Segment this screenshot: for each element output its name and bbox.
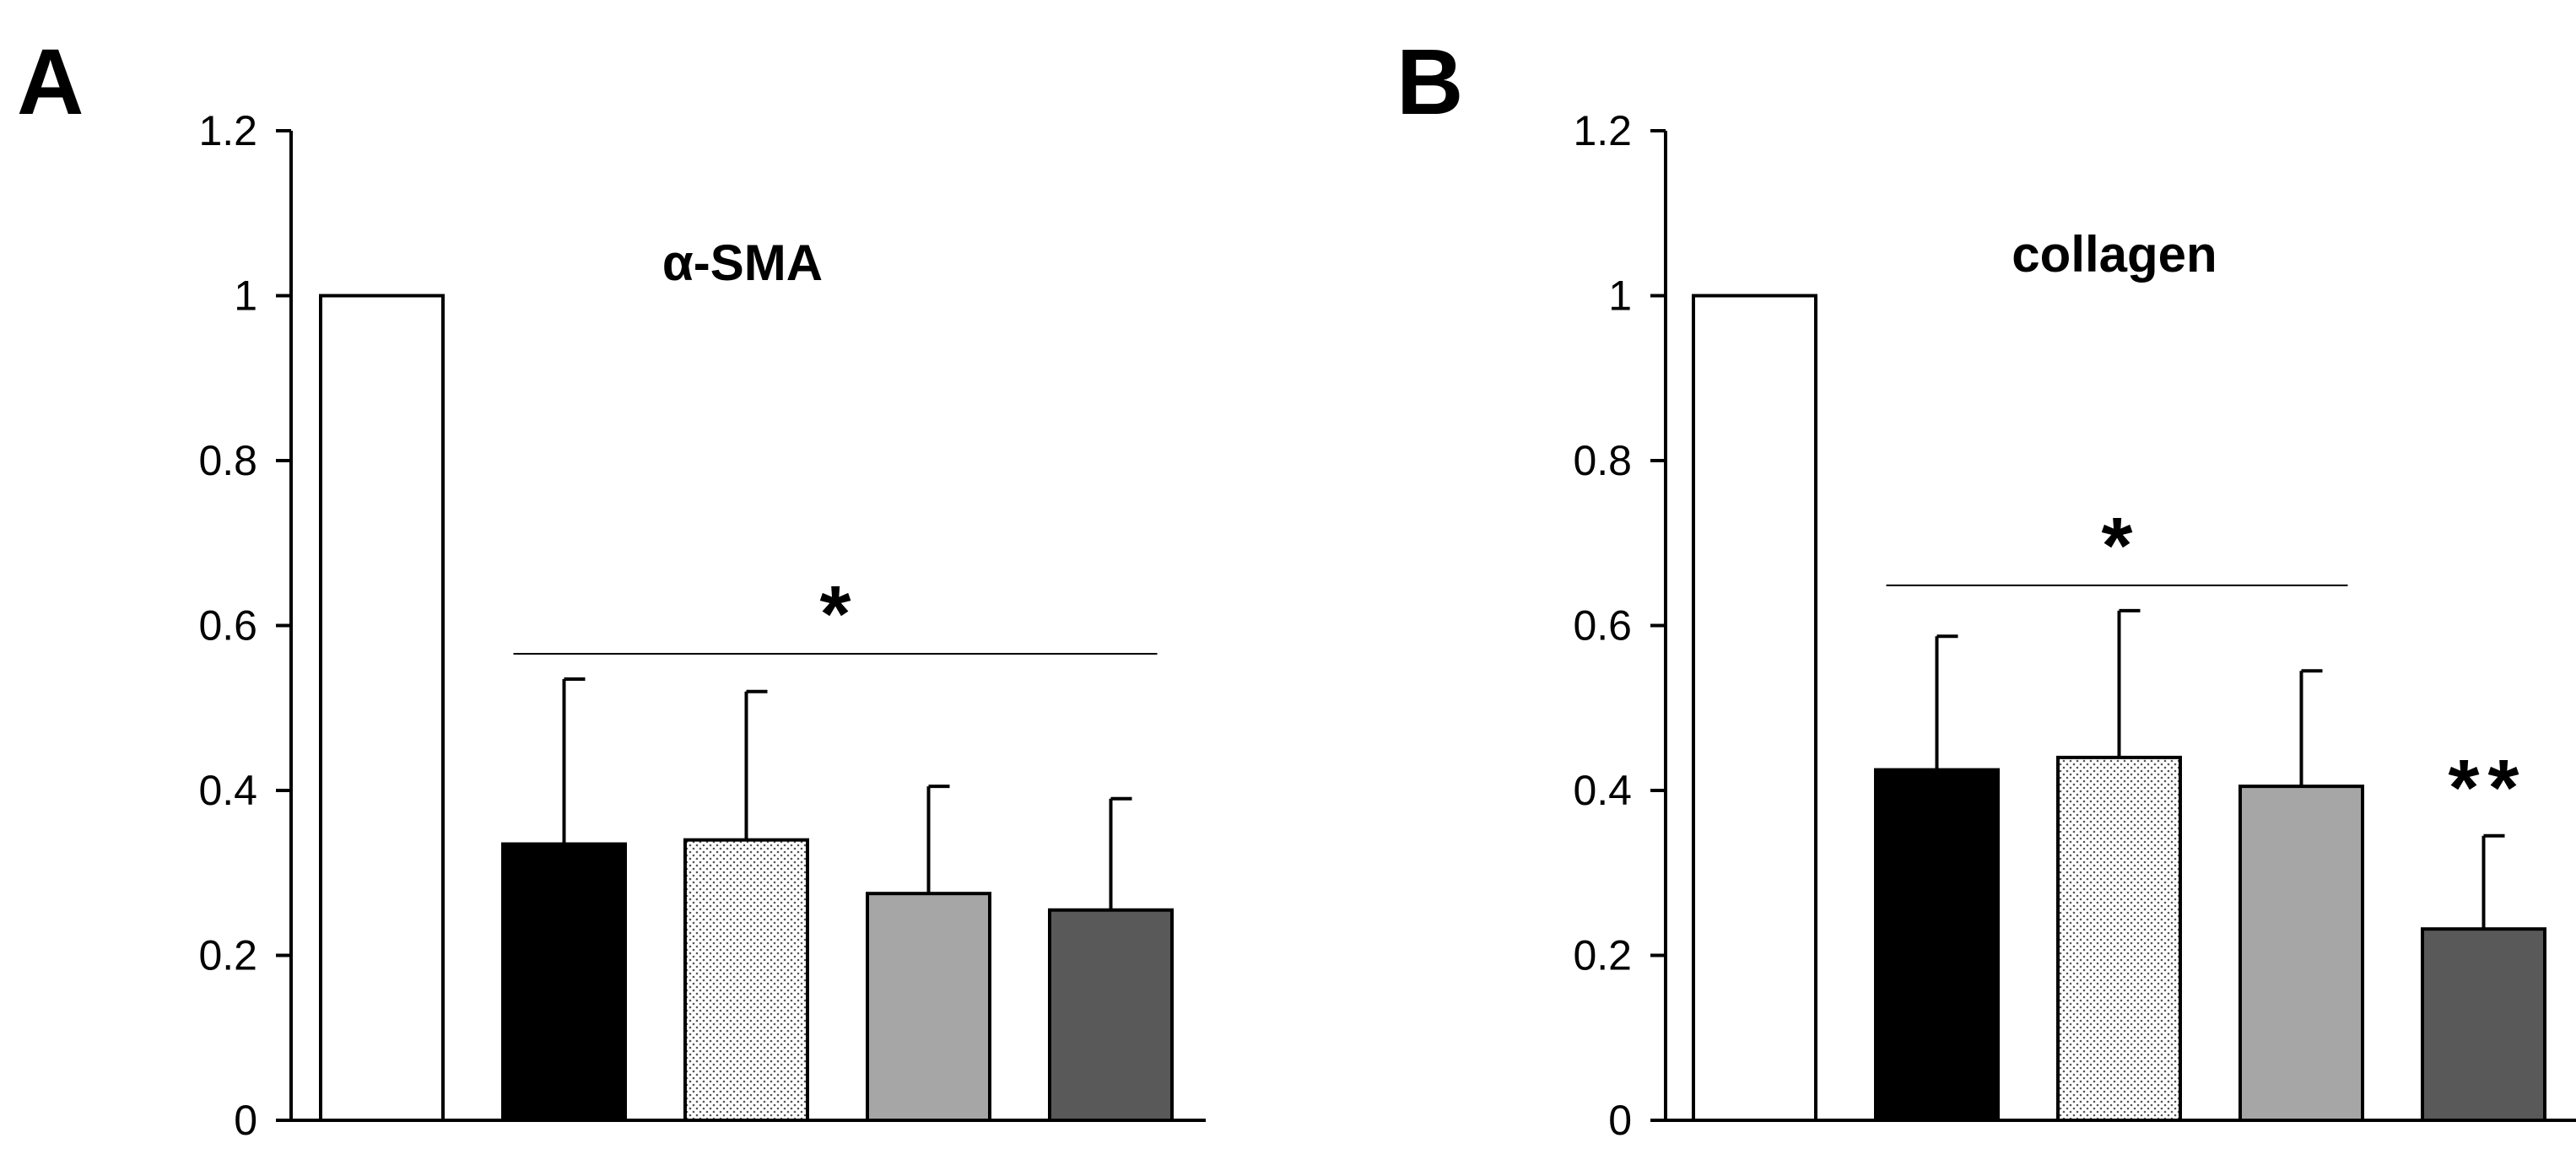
y-tick-label: 0.6 xyxy=(1573,602,1632,650)
y-tick-label: 1.2 xyxy=(198,107,257,154)
bars xyxy=(1692,294,2546,1123)
bar-1 xyxy=(1692,294,1817,1122)
significance-marks: * xyxy=(513,569,1158,659)
y-tick-label: 1.2 xyxy=(1573,107,1632,154)
bar-3 xyxy=(2056,755,2182,1123)
bar-4 xyxy=(866,892,991,1122)
bar-2 xyxy=(1874,768,2000,1122)
y-tick-label: 0 xyxy=(1608,1097,1632,1144)
y-tick-label: 0.8 xyxy=(1573,437,1632,484)
chart-panel-b: B collagen 00.20.40.60.811.2 *** xyxy=(1396,30,2576,1144)
bar-4 xyxy=(2238,785,2364,1122)
significance-marks: *** xyxy=(1886,501,2528,833)
bar-1 xyxy=(319,294,445,1122)
bars xyxy=(319,294,1174,1123)
significance-label: * xyxy=(2102,501,2133,591)
y-tick-label: 0.8 xyxy=(198,437,257,484)
panel-label: B xyxy=(1396,30,1463,134)
panel-label: A xyxy=(17,30,84,134)
bar-5 xyxy=(2421,927,2546,1122)
y-ticks: 0 0.2 0.4 0.6 0.8 1 1.2 xyxy=(198,107,291,1144)
bar-5 xyxy=(1048,908,1174,1123)
chart-panel-a: A α-SMA 0 0.2 0.4 0.6 0.8 1 1.2 * xyxy=(17,30,1206,1144)
significance-label: ** xyxy=(2449,743,2528,833)
y-ticks: 0 0.2 0.4 0.6 0.8 1 1.2 xyxy=(1573,107,1666,1144)
significance-label: * xyxy=(820,569,851,659)
bar-3 xyxy=(683,838,809,1123)
y-tick-label: 0.6 xyxy=(198,602,257,650)
chart-title: collagen xyxy=(2012,226,2217,283)
y-tick-label: 1 xyxy=(1608,272,1632,320)
y-tick-label: 0.2 xyxy=(198,932,257,979)
y-tick-label: 0.4 xyxy=(1573,767,1632,814)
chart-title: α-SMA xyxy=(662,235,823,291)
y-tick-label: 0.4 xyxy=(198,767,257,814)
y-tick-label: 0 xyxy=(234,1097,257,1144)
y-tick-label: 1 xyxy=(234,272,257,320)
bar-2 xyxy=(501,842,627,1122)
y-tick-label: 0.2 xyxy=(1573,932,1632,979)
